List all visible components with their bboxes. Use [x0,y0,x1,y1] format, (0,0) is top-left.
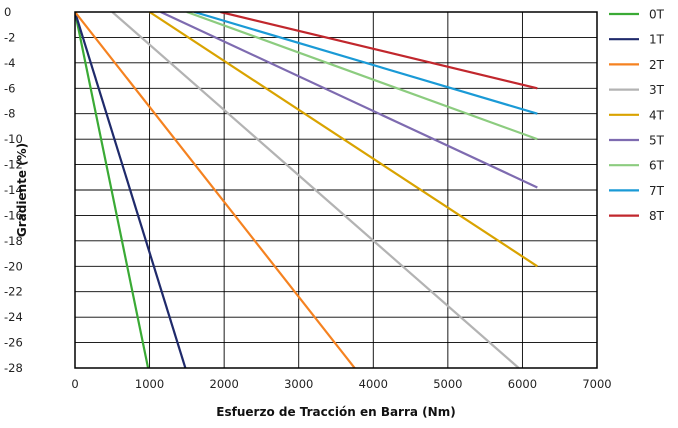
y-tick-label: -2 [4,30,15,44]
x-tick-label: 1000 [135,377,164,391]
legend-item-6T: 6T [609,159,665,173]
series-line-8T [220,12,538,90]
series-line-5T [160,12,538,189]
plot-frame [74,11,598,369]
y-axis-title: Gradiente (%) [15,143,29,237]
y-tick-label: -22 [4,285,23,299]
y-tick-label: -6 [4,81,15,95]
y-tick-label: -26 [4,336,23,350]
legend-label: 4T [649,108,665,122]
x-tick-label: 2000 [210,377,239,391]
legend-label: 0T [649,8,665,22]
series-lines [75,12,538,368]
legend-label: 8T [649,209,665,223]
legend-item-2T: 2T [609,58,665,72]
y-tick-label: 0 [4,5,11,19]
x-tick-label: 6000 [508,377,537,391]
x-axis-title: Esfuerzo de Tracción en Barra (Nm) [216,405,455,419]
legend-item-7T: 7T [609,184,665,198]
y-tick-label: -20 [4,259,23,273]
series-line-1T [75,12,187,368]
legend-label: 5T [649,134,665,148]
series-line-2T [75,12,356,368]
x-tick-labels: 0 1000 2000 3000 4000 5000 6000 7000 [71,377,611,391]
y-tick-label: -8 [4,107,15,121]
legend-label: 3T [649,83,665,97]
series-line-4T [148,12,538,268]
legend: 0T 1T 2T 3T 4T 5T 6T 7T 8T [609,8,665,223]
legend-item-3T: 3T [609,83,665,97]
legend-item-0T: 0T [609,8,665,22]
legend-label: 1T [649,33,665,47]
x-tick-label: 3000 [284,377,313,391]
y-tick-label: -10 [4,132,23,146]
series-line-0T [75,12,150,368]
y-tick-label: -12 [4,158,23,172]
x-tick-label: 5000 [433,377,462,391]
y-tick-labels: 0 -2 -4 -6 -8 -10 -12 -14 -16 -18 -20 -22 -24 -26 -28 [4,5,23,375]
x-tick-label: 0 [71,377,78,391]
x-tick-label: 7000 [582,377,611,391]
y-tick-label: -16 [4,208,23,222]
legend-label: 6T [649,159,665,173]
series-line-6T [186,12,538,141]
legend-item-8T: 8T [609,209,665,223]
legend-label: 7T [649,184,665,198]
legend-item-1T: 1T [609,33,665,47]
legend-label: 2T [649,58,665,72]
x-tick-label: 4000 [359,377,388,391]
series-line-7T [194,12,538,115]
y-tick-label: -4 [4,56,15,70]
y-tick-label: -14 [4,183,23,197]
series-line-3T [111,12,520,368]
legend-item-4T: 4T [609,108,665,122]
y-tick-label: -24 [4,310,23,324]
legend-item-5T: 5T [609,134,665,148]
y-tick-label: -18 [4,234,23,248]
y-tick-label: -28 [4,361,23,375]
